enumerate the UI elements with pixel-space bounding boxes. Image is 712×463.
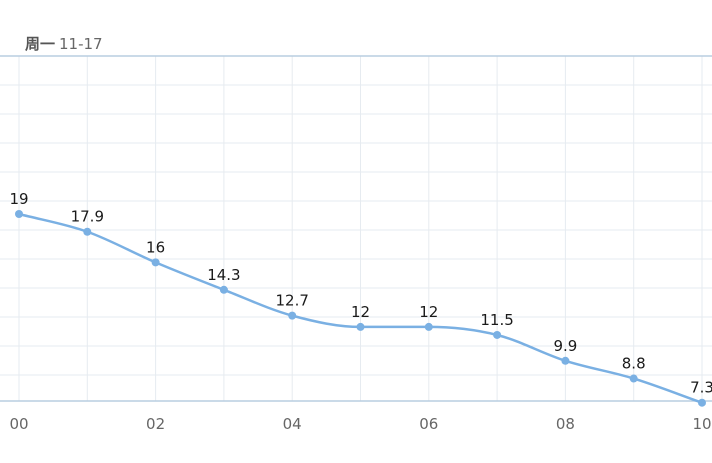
data-label: 14.3 [207, 266, 240, 284]
data-point [424, 322, 433, 331]
data-label: 16 [146, 238, 165, 256]
data-point [493, 330, 502, 339]
data-label: 12.7 [275, 292, 308, 310]
day-label: 周一 11-17 [25, 33, 103, 54]
data-label: 7.3 [690, 379, 712, 397]
x-tick-label: 02 [146, 415, 165, 433]
data-label: 12 [419, 303, 438, 321]
data-point [698, 398, 706, 407]
data-label: 12 [351, 303, 370, 321]
x-tick-label: 08 [556, 415, 575, 433]
data-point [15, 210, 23, 218]
x-tick-label: 10 [692, 415, 711, 433]
data-label: 11.5 [480, 311, 513, 329]
data-point [629, 374, 638, 383]
day-date: 11-17 [59, 35, 103, 53]
data-point [83, 227, 92, 236]
x-tick-label: 06 [419, 415, 438, 433]
data-point [288, 311, 297, 320]
data-label: 8.8 [622, 355, 646, 373]
grid [0, 56, 712, 401]
data-label: 17.9 [71, 208, 104, 226]
data-point [151, 258, 160, 267]
data-point [356, 322, 365, 331]
data-point [219, 285, 228, 294]
data-label: 19 [9, 190, 28, 208]
data-label: 9.9 [553, 337, 577, 355]
x-tick-label: 04 [283, 415, 302, 433]
x-tick-label: 00 [9, 415, 28, 433]
data-point [561, 356, 570, 365]
day-name: 周一 [25, 35, 56, 53]
